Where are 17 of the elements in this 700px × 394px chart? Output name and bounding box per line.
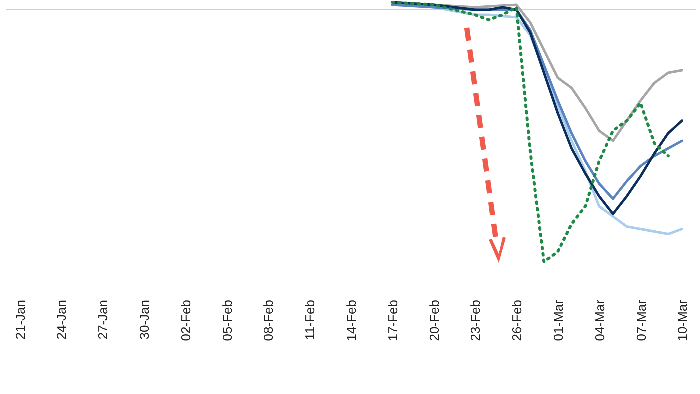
x-tick-label: 04-Mar	[592, 299, 608, 342]
x-tick-label: 24-Jan	[54, 300, 70, 340]
x-tick-label: 30-Jan	[137, 300, 152, 340]
x-tick-label: 07-Mar	[634, 299, 649, 342]
x-tick-label: 27-Jan	[96, 300, 111, 340]
x-tick-label: 02-Feb	[178, 300, 194, 342]
x-tick-label: 23-Feb	[468, 300, 484, 342]
x-tick-label: 08-Feb	[261, 300, 276, 342]
x-tick-label: 14-Feb	[344, 300, 359, 342]
x-tick-label: 01-Mar	[551, 299, 566, 342]
x-tick-label: 20-Feb	[426, 300, 442, 342]
x-tick-label: 05-Feb	[220, 300, 235, 342]
x-tick-label: 26-Feb	[510, 300, 525, 342]
x-tick-label: 11-Feb	[302, 300, 318, 340]
x-tick-label: 21-Jan	[12, 300, 28, 340]
x-tick-label: 17-Feb	[385, 300, 400, 342]
x-tick-label: 10-Mar	[675, 299, 690, 342]
